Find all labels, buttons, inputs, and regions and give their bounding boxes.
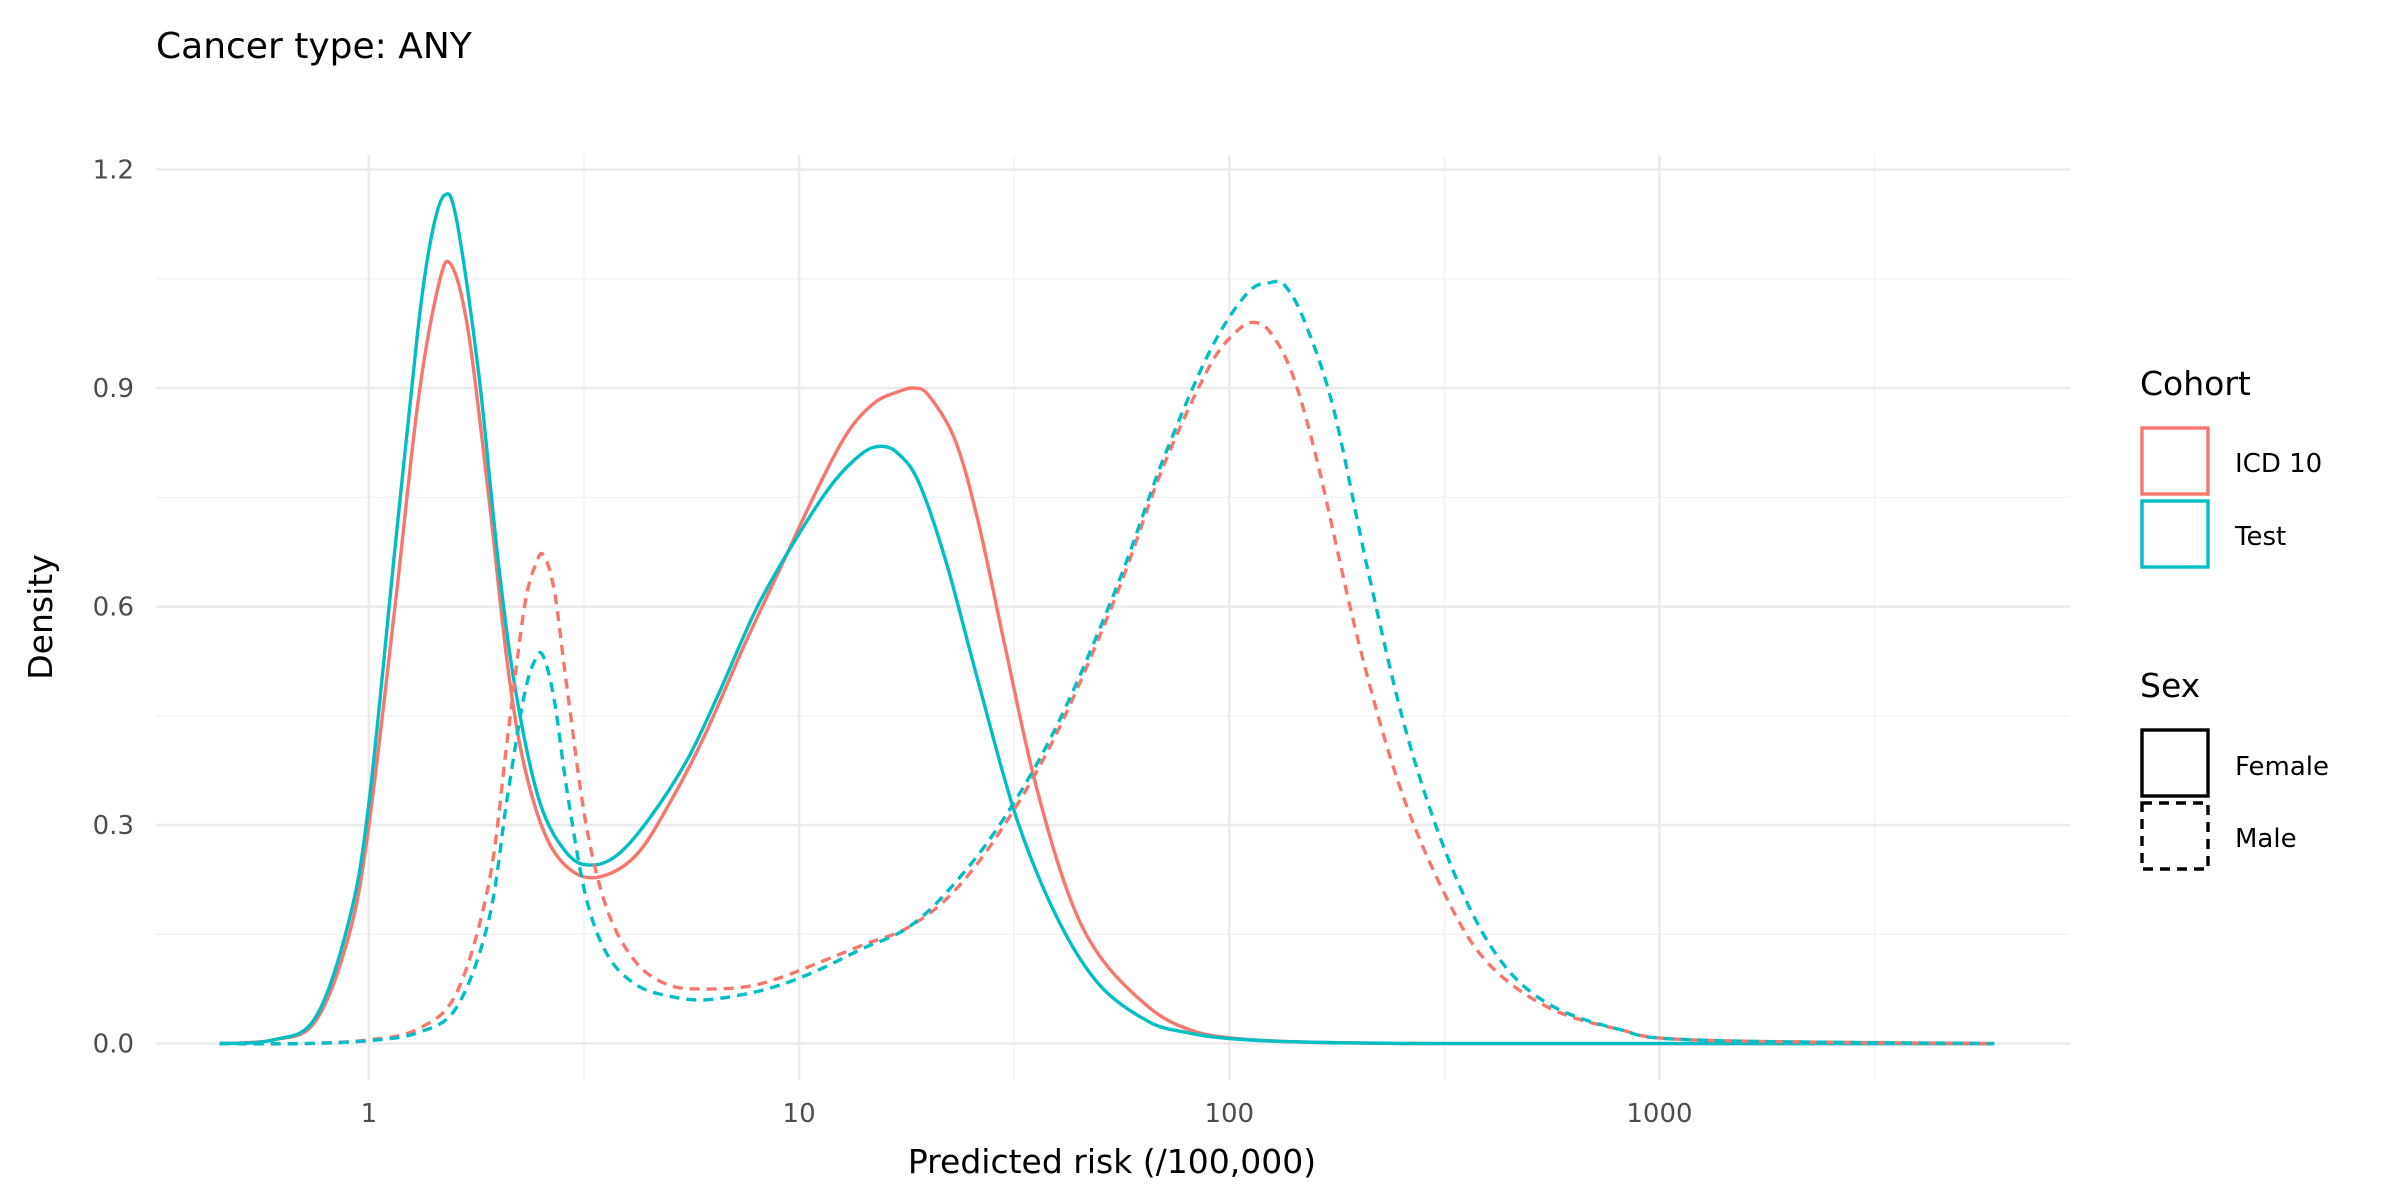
x-axis-ticks: 1 10 100 1000 xyxy=(361,1099,1693,1129)
x-tick-label: 10 xyxy=(783,1099,816,1129)
legend-label-female: Female xyxy=(2235,752,2329,782)
legend-label-icd10: ICD 10 xyxy=(2235,449,2322,479)
y-tick-label: 0.9 xyxy=(93,374,134,404)
density-line-test-male xyxy=(219,279,1995,1046)
density-line-test-female xyxy=(219,192,1995,1046)
chart-title: Cancer type: ANY xyxy=(156,26,473,67)
legend: Cohort ICD 10 Test Sex Female Male xyxy=(2140,364,2329,871)
density-line-icd10-female xyxy=(219,259,1995,1046)
y-tick-label: 0.3 xyxy=(93,811,134,841)
x-axis-title: Predicted risk (/100,000) xyxy=(908,1142,1316,1181)
legend-label-male: Male xyxy=(2235,824,2297,854)
density-curves xyxy=(219,192,1995,1046)
density-line-icd10-male xyxy=(219,320,1995,1046)
y-axis-title: Density xyxy=(21,554,60,679)
y-axis-ticks: 0.0 0.3 0.6 0.9 1.2 xyxy=(93,156,134,1060)
x-tick-label: 100 xyxy=(1204,1099,1254,1129)
legend-swatch-female xyxy=(2140,728,2210,798)
legend-cohort-title: Cohort xyxy=(2140,364,2251,403)
y-tick-label: 0.0 xyxy=(93,1030,134,1060)
x-tick-label: 1 xyxy=(361,1099,378,1129)
x-tick-label: 1000 xyxy=(1626,1099,1692,1129)
legend-swatch-test xyxy=(2140,499,2210,569)
legend-sex-title: Sex xyxy=(2140,666,2200,705)
legend-label-test: Test xyxy=(2234,522,2286,552)
legend-swatch-male xyxy=(2140,801,2210,871)
y-tick-label: 0.6 xyxy=(93,593,134,623)
legend-swatch-icd10 xyxy=(2140,426,2210,496)
y-tick-label: 1.2 xyxy=(93,156,134,186)
